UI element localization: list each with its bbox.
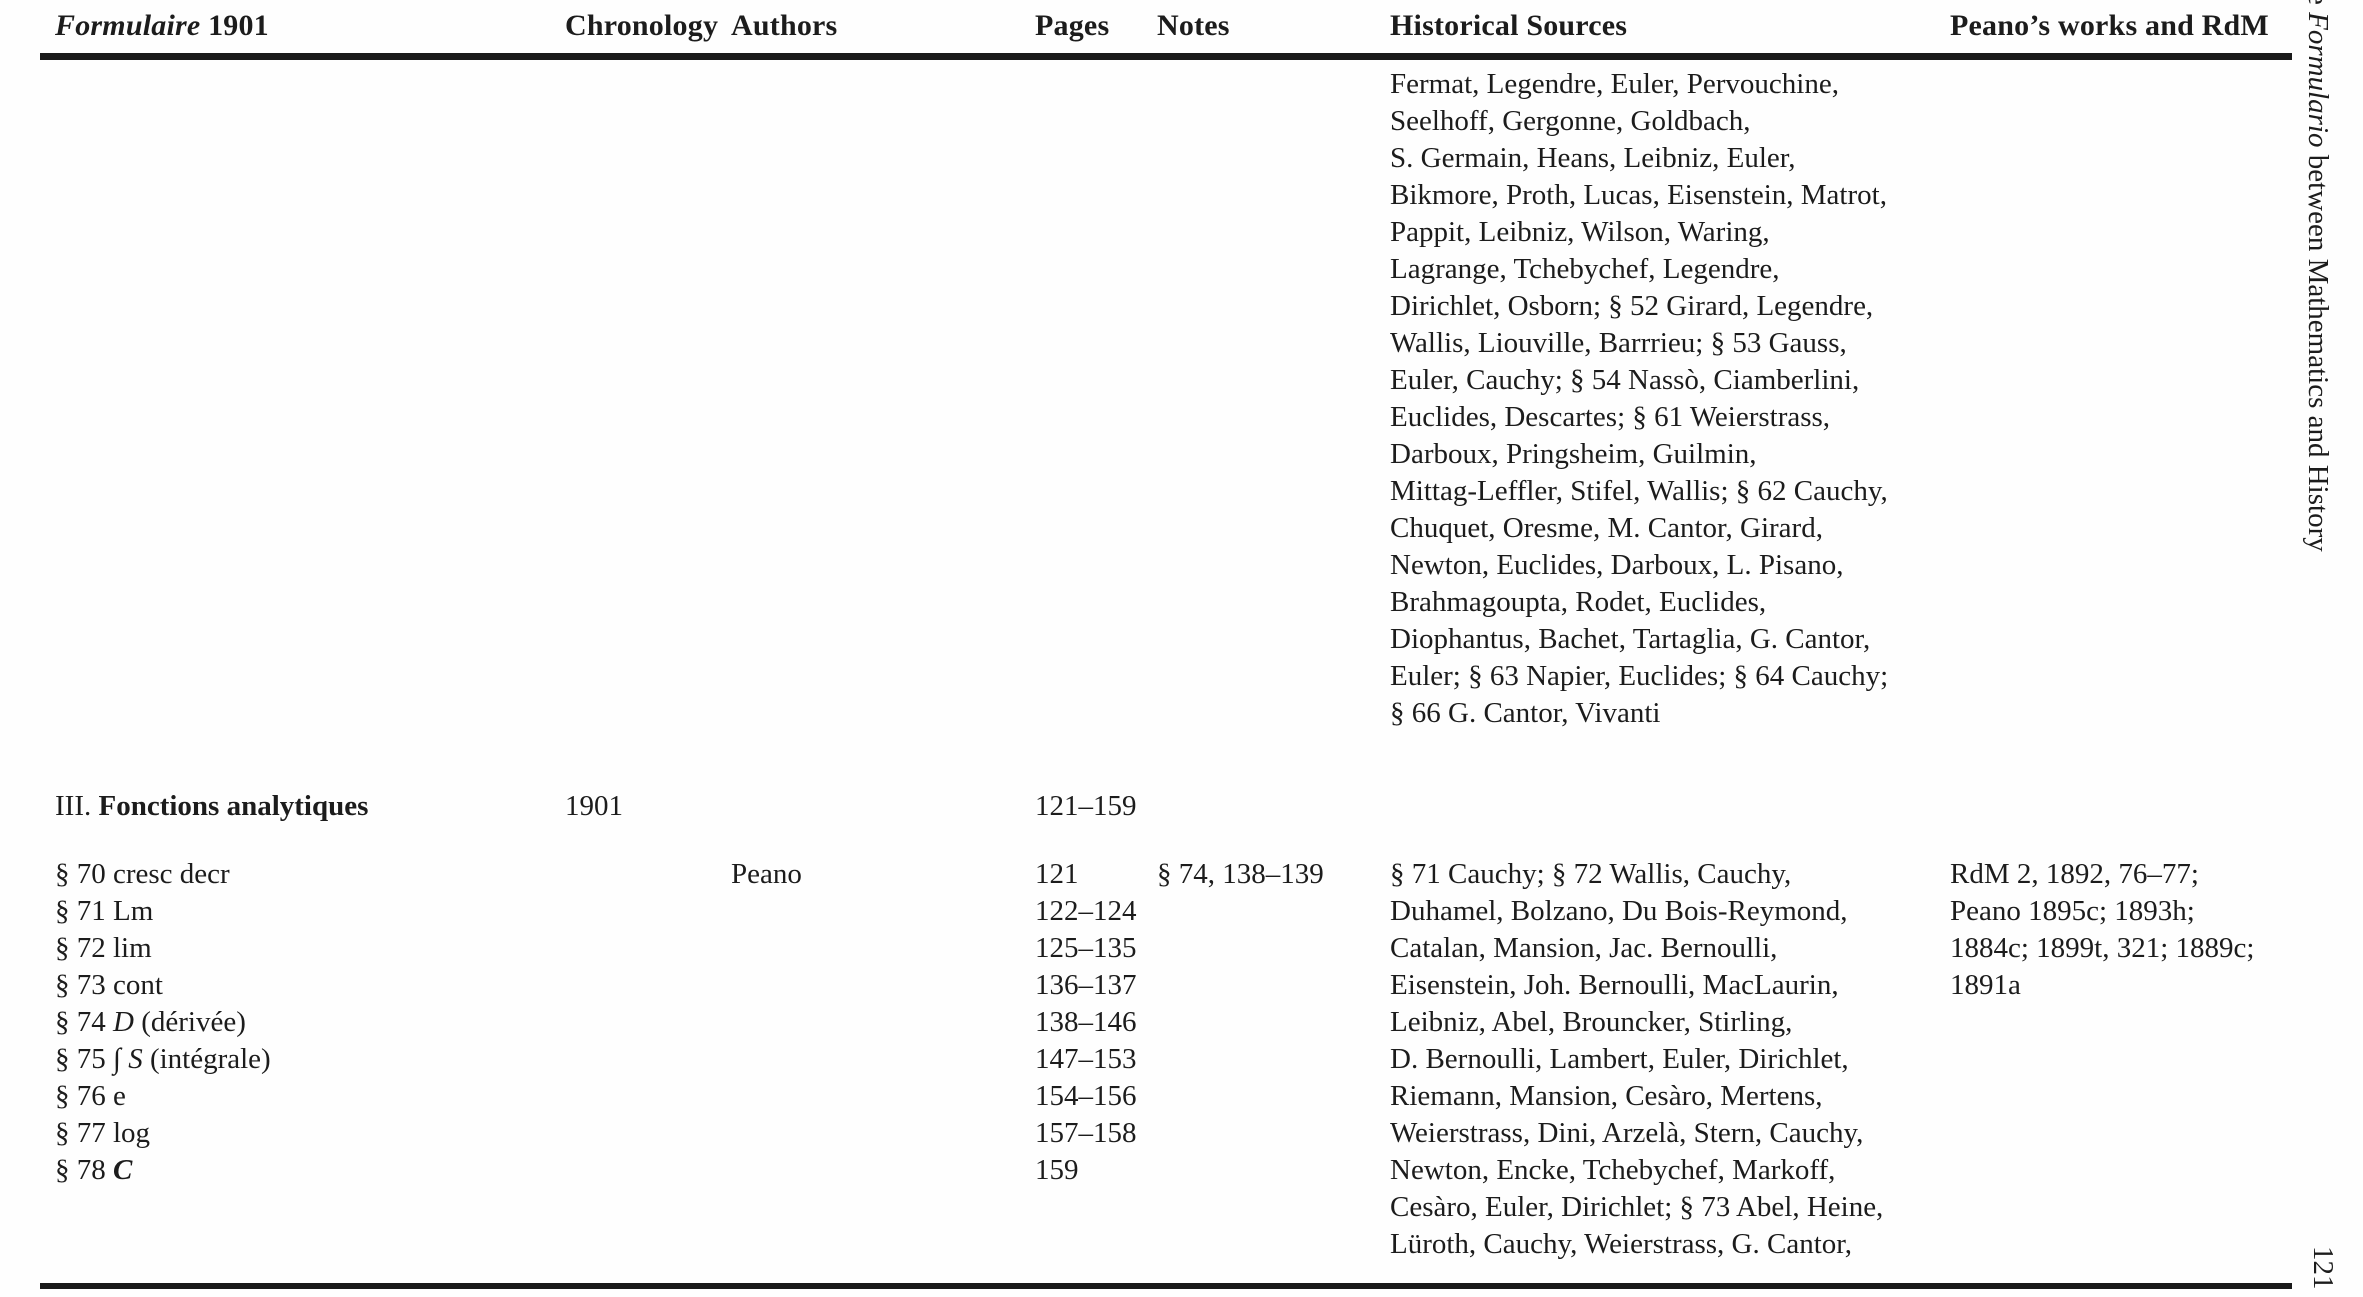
header-rule [40, 53, 2292, 60]
formulaire-paragraph: § 70 cresc decr [55, 858, 230, 890]
historical-source-line: S. Germain, Heans, Leibniz, Euler, [1390, 142, 1796, 174]
historical-source-line: Newton, Encke, Tchebychef, Markoff, [1390, 1154, 1836, 1186]
column-header-authors: Authors [731, 9, 838, 42]
formulaire-paragraph: § 77 log [55, 1117, 151, 1149]
historical-source-line: § 66 G. Cantor, Vivanti [1390, 697, 1661, 729]
peano-work-line: 1884c; 1899t, 321; 1889c; [1950, 932, 2255, 964]
peano-work-line: RdM 2, 1892, 76–77; [1950, 858, 2199, 890]
formulaire-paragraph: § 71 Lm [55, 895, 154, 927]
running-title-emphasis: Formulario [2302, 12, 2334, 148]
running-title: e Formulario between Mathematics and His… [2301, 0, 2334, 552]
peano-work-line: 1891a [1950, 969, 2021, 1001]
formulaire-paragraph: § 73 cont [55, 969, 163, 1001]
historical-source-line: D. Bernoulli, Lambert, Euler, Dirichlet, [1390, 1043, 1849, 1075]
column-header-pages: Pages [1035, 9, 1110, 42]
page-range: 147–153 [1035, 1043, 1137, 1075]
section-chronology: 1901 [565, 790, 623, 822]
peano-works-list: RdM 2, 1892, 76–77; Peano 1895c; 1893h; 18… [1950, 856, 2254, 1004]
running-title-prefix: e [2302, 0, 2334, 13]
historical-source-line: Euler; § 63 Napier, Euclides; § 64 Cauch… [1390, 660, 1889, 692]
authors-value: Peano [731, 858, 802, 890]
historical-source-line: Lüroth, Cauchy, Weierstrass, G. Cantor, [1390, 1228, 1853, 1260]
historical-sources-block-1: Fermat, Legendre, Euler, Pervouchine, See… [1390, 66, 1888, 732]
historical-source-line: Pappit, Leibniz, Wilson, Waring, [1390, 216, 1770, 248]
running-title-suffix: between Mathematics and History [2302, 147, 2334, 552]
historical-source-line: Riemann, Mansion, Cesàro, Mertens, [1390, 1080, 1823, 1112]
formulaire-paragraph: § 78 C [55, 1154, 133, 1186]
section-title: III. Fonctions analytiques [55, 788, 368, 825]
historical-source-line: Weierstrass, Dini, Arzelà, Stern, Cauchy… [1390, 1117, 1864, 1149]
historical-source-line: Diophantus, Bachet, Tartaglia, G. Cantor… [1390, 623, 1871, 655]
column-header-formulaire-1901: Formulaire 1901 [55, 9, 269, 43]
historical-source-line: § 71 Cauchy; § 72 Wallis, Cauchy, [1390, 858, 1792, 890]
historical-source-line: Darboux, Pringsheim, Guilmin, [1390, 438, 1757, 470]
column-header-peano-works: Peano’s works and RdM [1950, 9, 2269, 42]
page-range: 138–146 [1035, 1006, 1137, 1038]
page-range: 136–137 [1035, 969, 1137, 1001]
footer-rule [40, 1283, 2292, 1289]
historical-source-line: Eisenstein, Joh. Bernoulli, MacLaurin, [1390, 969, 1839, 1001]
page-range: 157–158 [1035, 1117, 1137, 1149]
column-header-historical-sources: Historical Sources [1390, 9, 1628, 42]
peano-work-line: Peano 1895c; 1893h; [1950, 895, 2195, 927]
column-header-chronology: Chronology [565, 9, 719, 42]
historical-source-line: Seelhoff, Gergonne, Goldbach, [1390, 105, 1751, 137]
historical-source-line: Catalan, Mansion, Jac. Bernoulli, [1390, 932, 1778, 964]
page-range: 125–135 [1035, 932, 1137, 964]
formulaire-paragraph-list: § 70 cresc decr § 71 Lm § 72 lim § 73 cont §… [55, 856, 271, 1189]
historical-source-line: Dirichlet, Osborn; § 52 Girard, Legendre… [1390, 290, 1874, 322]
page-range: 159 [1035, 1154, 1079, 1186]
page-range: 121 [1035, 858, 1079, 890]
historical-source-line: Lagrange, Tchebychef, Legendre, [1390, 253, 1780, 285]
historical-source-line: Duhamel, Bolzano, Du Bois-Reymond, [1390, 895, 1848, 927]
historical-source-line: Brahmagoupta, Rodet, Euclides, [1390, 586, 1767, 618]
historical-sources-block-2: § 71 Cauchy; § 72 Wallis, Cauchy, Duhamel… [1390, 856, 1883, 1263]
historical-source-line: Leibniz, Abel, Brouncker, Stirling, [1390, 1006, 1793, 1038]
header-formulaire-year: 1901 [200, 9, 269, 42]
section-name: Fonctions analytiques [98, 790, 369, 822]
column-header-notes: Notes [1157, 9, 1230, 42]
historical-source-line: Cesàro, Euler, Dirichlet; § 73 Abel, Hei… [1390, 1191, 1884, 1223]
formulaire-paragraph: § 75 ∫ S (intégrale) [55, 1043, 271, 1075]
formulaire-paragraph: § 74 D (dérivée) [55, 1006, 246, 1038]
formulaire-paragraph: § 76 e [55, 1080, 126, 1112]
page-range: 122–124 [1035, 895, 1137, 927]
historical-source-line: Fermat, Legendre, Euler, Pervouchine, [1390, 68, 1839, 100]
historical-source-line: Chuquet, Oresme, M. Cantor, Girard, [1390, 512, 1823, 544]
header-formulaire-italic: Formulaire [55, 9, 201, 42]
historical-source-line: Euler, Cauchy; § 54 Nassò, Ciamberlini, [1390, 364, 1860, 396]
notes-value: § 74, 138–139 [1157, 858, 1324, 890]
historical-source-line: Newton, Euclides, Darboux, L. Pisano, [1390, 549, 1844, 581]
formulaire-paragraph: § 72 lim [55, 932, 152, 964]
historical-source-line: Bikmore, Proth, Lucas, Eisenstein, Matro… [1390, 179, 1887, 211]
historical-source-line: Euclides, Descartes; § 61 Weierstrass, [1390, 401, 1831, 433]
page-number: 121 [2307, 1246, 2339, 1290]
pages-list: 121 122–124 125–135 136–137 138–146 147–153 15… [1035, 856, 1137, 1189]
section-pages: 121–159 [1035, 790, 1137, 822]
page-range: 154–156 [1035, 1080, 1137, 1112]
section-numeral: III. [55, 790, 99, 822]
historical-source-line: Mittag-Leffler, Stifel, Wallis; § 62 Cau… [1390, 475, 1888, 507]
historical-source-line: Wallis, Liouville, Barrrieu; § 53 Gauss, [1390, 327, 1847, 359]
